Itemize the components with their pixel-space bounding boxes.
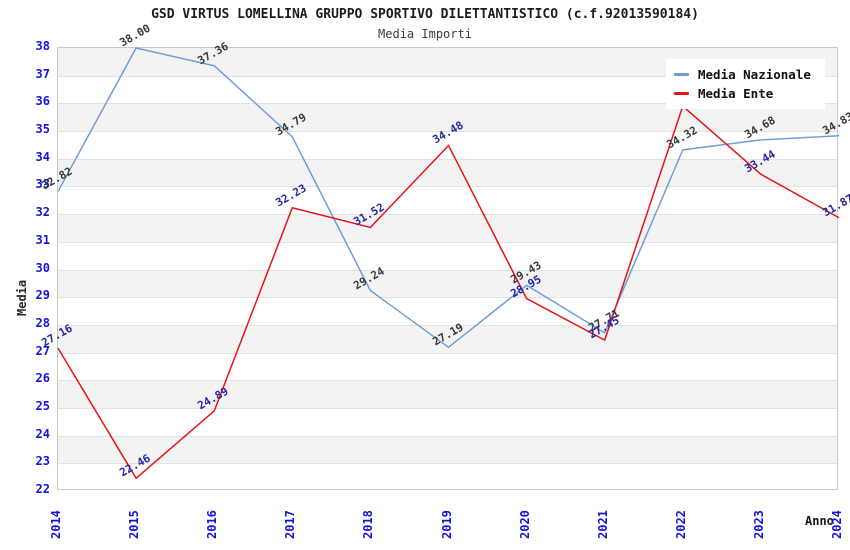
x-tick-label: 2021 [595, 510, 610, 539]
gridline [58, 407, 837, 409]
gridline [58, 435, 837, 437]
y-tick-label: 23 [35, 454, 50, 469]
y-tick-label: 38 [35, 39, 50, 53]
line-media-nazionale [57, 47, 840, 349]
x-tick-label: 2019 [439, 510, 454, 539]
x-tick-label: 2024 [830, 510, 844, 539]
gridline [58, 241, 837, 243]
y-tick-label: 27 [35, 343, 50, 358]
gridline [58, 380, 837, 382]
grid-band [58, 214, 837, 242]
grid-band [58, 324, 837, 353]
legend-label-ente: Media Ente [698, 86, 774, 101]
x-tick-label: 2016 [205, 510, 220, 539]
y-tick-label: 29 [35, 288, 50, 303]
x-axis-label: Anno [805, 514, 834, 528]
y-tick-label: 24 [35, 426, 50, 441]
legend-marker-nazionale-icon [674, 73, 689, 76]
gridline [58, 324, 837, 326]
y-tick-label: 32 [35, 205, 50, 220]
legend: Media Nazionale Media Ente [666, 59, 825, 109]
x-tick-label: 2022 [673, 510, 688, 539]
y-tick-label: 35 [35, 122, 50, 137]
grid-band [58, 269, 837, 298]
gridline [58, 463, 837, 465]
legend-marker-ente-icon [674, 92, 689, 95]
chart-title: GSD VIRTUS LOMELLINA GRUPPO SPORTIVO DIL… [151, 7, 699, 22]
y-tick-label: 28 [35, 315, 50, 330]
x-tick-label: 2023 [751, 510, 766, 539]
grid-band [58, 380, 837, 408]
legend-item-media-ente: Media Ente [674, 84, 811, 103]
data-point-label: 38.00 [117, 21, 153, 50]
line-media-ente [57, 105, 840, 480]
x-tick-label: 2017 [283, 510, 298, 539]
x-tick-label: 2014 [49, 510, 63, 539]
grid-band [58, 435, 837, 464]
y-tick-label: 30 [35, 260, 50, 275]
grid-band [58, 158, 837, 187]
gridline [58, 103, 837, 105]
y-tick-label: 31 [35, 232, 50, 247]
gridline [58, 186, 837, 188]
gridline [58, 352, 837, 354]
y-tick-label: 34 [35, 149, 50, 164]
series-lines [57, 47, 840, 480]
gridline [58, 131, 837, 133]
gridline [58, 214, 837, 216]
plot-area [57, 47, 840, 490]
chart-subtitle: Media Importi [378, 27, 472, 41]
gridline [58, 269, 837, 271]
gridline [58, 75, 837, 77]
y-tick-label: 36 [35, 94, 50, 109]
x-tick-label: 2018 [361, 510, 376, 539]
gridline [58, 297, 837, 299]
y-tick-label: 26 [35, 371, 50, 386]
x-tick-label: 2015 [127, 510, 142, 539]
y-tick-label: 22 [35, 482, 50, 496]
gridline [58, 158, 837, 160]
x-tick-label: 2020 [517, 510, 532, 539]
legend-item-media-nazionale: Media Nazionale [674, 65, 811, 84]
y-tick-label: 33 [35, 177, 50, 192]
legend-label-nazionale: Media Nazionale [698, 67, 811, 82]
y-tick-label: 25 [35, 398, 50, 413]
y-tick-label: 37 [35, 66, 50, 81]
